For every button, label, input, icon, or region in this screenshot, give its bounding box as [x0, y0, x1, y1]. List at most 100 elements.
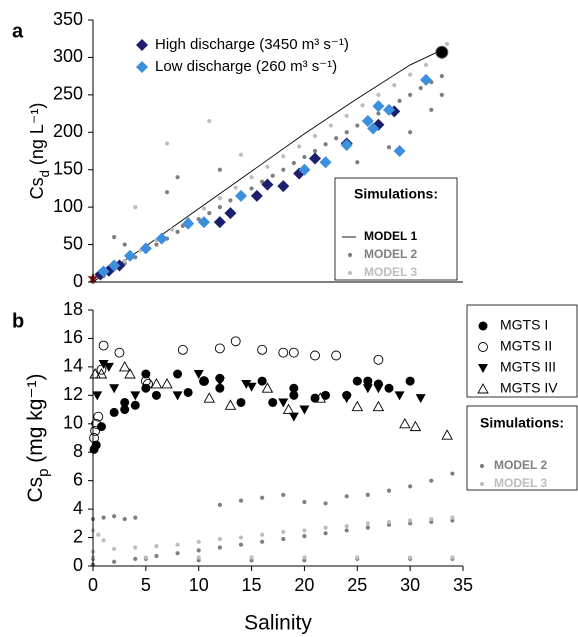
data-point — [217, 167, 222, 172]
x-axis-label: Salinity — [244, 612, 312, 635]
data-point — [355, 123, 360, 128]
data-point — [297, 144, 302, 149]
data-point — [238, 535, 244, 540]
data-point — [133, 556, 138, 561]
y-tick-label: 4 — [73, 498, 83, 518]
data-point — [319, 156, 332, 169]
data-point — [429, 478, 434, 483]
data-point — [133, 515, 138, 520]
data-point — [405, 376, 415, 386]
data-point — [122, 242, 127, 247]
data-point — [415, 394, 426, 404]
data-point — [341, 394, 352, 404]
data-point — [268, 397, 278, 407]
y-tick-label: 300 — [53, 46, 83, 66]
data-point — [89, 433, 100, 443]
data-point — [175, 229, 180, 234]
legend-title: Simulations: — [480, 415, 564, 431]
data-point — [198, 216, 210, 229]
y-label-subscript: p — [35, 469, 52, 477]
data-point — [161, 378, 173, 389]
data-point — [344, 528, 349, 533]
data-point — [175, 551, 180, 556]
data-point — [214, 343, 225, 354]
data-point — [238, 542, 244, 547]
data-point — [207, 211, 212, 216]
data-point — [215, 383, 225, 393]
data-point — [344, 494, 349, 499]
data-point — [183, 387, 193, 397]
data-point — [217, 536, 222, 542]
data-point — [238, 152, 244, 157]
data-point — [260, 539, 265, 544]
y-label-unit: (ng L⁻¹) — [27, 103, 47, 171]
data-point — [386, 488, 392, 493]
data-point — [277, 180, 290, 193]
data-point — [397, 98, 402, 103]
data-point — [450, 555, 455, 560]
legend-label: MGTS IV — [500, 380, 558, 396]
data-point — [344, 524, 349, 529]
data-point — [257, 344, 268, 355]
data-point — [154, 553, 159, 559]
data-point — [323, 142, 328, 147]
x-tick-label: 35 — [453, 575, 473, 595]
y-tick-label: 100 — [53, 196, 83, 216]
data-point — [281, 167, 286, 172]
y-tick-label: 350 — [53, 9, 83, 29]
data-point — [408, 72, 413, 77]
data-point — [376, 111, 381, 116]
x-tick-label: 25 — [347, 575, 367, 595]
y-tick-label: 250 — [53, 84, 83, 104]
data-point — [278, 398, 289, 408]
data-point — [139, 242, 152, 255]
legend-symbol — [347, 270, 353, 276]
data-point — [352, 376, 362, 386]
data-point — [217, 502, 222, 507]
data-point — [109, 384, 120, 394]
data-point — [392, 83, 397, 88]
legend-symbol — [479, 481, 485, 487]
legend-box — [466, 405, 578, 491]
data-point — [141, 369, 151, 379]
data-point — [217, 196, 222, 201]
data-point — [140, 376, 151, 387]
data-point — [399, 417, 411, 429]
data-point — [151, 390, 161, 400]
data-point — [236, 397, 246, 407]
data-point — [124, 249, 136, 262]
data-point — [408, 555, 413, 560]
data-point — [386, 145, 392, 150]
data-point — [96, 422, 106, 432]
panel-label: b — [12, 310, 24, 332]
legend-symbol — [478, 321, 488, 331]
data-point — [122, 258, 127, 264]
legend-label: Low discharge (260 m³ s⁻¹) — [155, 58, 337, 75]
data-point — [331, 350, 342, 361]
data-point — [143, 555, 148, 560]
data-point — [408, 92, 413, 97]
data-point — [112, 546, 117, 552]
legend-label: MGTS III — [500, 359, 556, 375]
data-point — [281, 536, 286, 542]
data-point — [302, 154, 307, 160]
data-point — [365, 525, 370, 530]
data-point — [278, 347, 289, 358]
data-point — [408, 130, 413, 135]
data-point — [154, 543, 159, 549]
data-point — [288, 412, 299, 422]
data-point — [281, 529, 286, 534]
data-point — [260, 495, 265, 500]
data-point — [241, 379, 252, 389]
data-point — [249, 186, 254, 191]
data-point — [196, 539, 201, 544]
data-point — [90, 425, 101, 436]
data-point — [92, 391, 103, 401]
data-point — [355, 160, 360, 165]
data-point — [365, 492, 370, 497]
data-point — [224, 399, 237, 410]
x-tick-label: 15 — [242, 575, 262, 595]
data-point — [217, 545, 222, 550]
data-point — [323, 501, 328, 506]
y-tick-label: 50 — [63, 233, 83, 253]
